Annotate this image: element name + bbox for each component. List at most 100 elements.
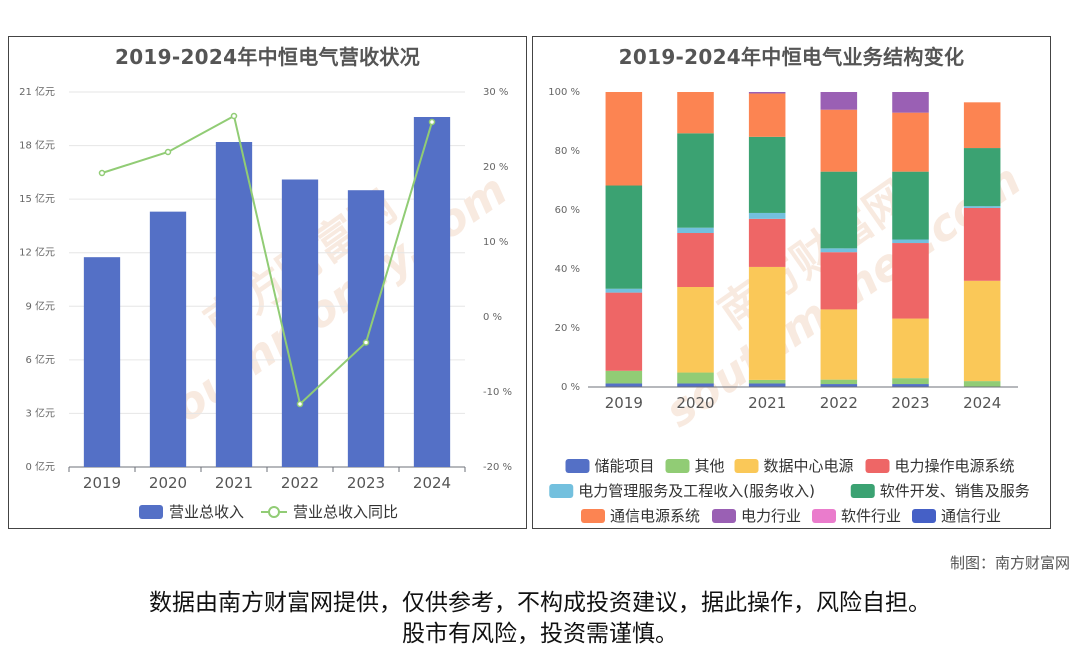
stack-segment [677,233,714,287]
stack-segment [605,370,643,384]
y-tick-label: 0 亿元 [25,460,55,473]
x-tick-label: 2024 [413,474,451,492]
y2-tick-label: 30 % [483,87,508,98]
y-tick-label: 18 亿元 [19,139,55,152]
y2-tick-label: -20 % [483,462,512,473]
legend-label: 通信电源系统 [610,507,700,525]
y2-tick-label: 10 % [483,237,508,248]
stack-segment [892,318,929,379]
stack-segment [677,372,714,384]
yoy-point [164,148,172,156]
stack-segment [677,286,714,373]
y-tick-label: 15 亿元 [19,192,55,205]
legend-label: 电力操作电源系统 [895,457,1015,475]
legend-swatch-revenue [139,505,163,519]
stack-segment [963,280,1001,382]
y2-tick-label: 20 % [483,162,508,173]
stack-segment [892,384,929,387]
x-tick-label: 2020 [149,474,187,492]
x-tick-label: 2022 [820,394,858,412]
stack-segment [820,384,858,387]
structure-chart-title: 2019-2024年中恒电气业务结构变化 [618,45,965,69]
legend-swatch [912,509,936,523]
stack-segment [748,136,786,213]
y-tick-label: 80 % [555,146,580,157]
stack-segment [892,378,929,385]
legend-label: 其他 [695,457,725,475]
stack-segment [677,227,714,234]
x-tick-label: 2023 [347,474,385,492]
y-tick-label: 3 亿元 [25,406,55,419]
legend-label: 电力行业 [741,507,801,525]
legend-swatch [712,509,736,523]
yoy-point [362,339,370,346]
y-tick-label: 21 亿元 [19,85,55,98]
stack-segment [820,248,858,253]
y-tick-label: 100 % [548,87,580,98]
yoy-point [428,118,436,126]
x-tick-label: 2019 [605,394,643,412]
yoy-point [230,112,238,120]
y-tick-label: 40 % [555,264,580,275]
stack-segment [820,171,858,249]
legend-label-revenue: 营业总收入 [169,503,244,521]
y-tick-label: 6 亿元 [25,353,55,366]
x-tick-label: 2021 [748,394,786,412]
stack-segment [677,133,714,228]
stack-segment [963,381,1001,387]
yoy-line [101,114,433,406]
stack-segment [892,92,929,113]
legend-swatch [665,459,690,473]
revenue-chart-title: 2019-2024年中恒电气营收状况 [114,45,421,69]
stack-segment [963,206,1001,208]
stack-segment [963,102,1001,149]
legend-swatch [734,459,759,473]
stack-segment [963,207,1001,281]
legend-swatch [581,509,605,523]
y2-tick-label: -10 % [483,387,512,398]
stack-segment [820,109,858,172]
legend-swatch [549,484,574,498]
x-tick-label: 2024 [963,394,1001,412]
x-tick-label: 2022 [281,474,319,492]
x-tick-label: 2020 [676,394,714,412]
stack-segment [605,185,643,289]
x-tick-label: 2019 [83,474,121,492]
stack-segment [605,92,643,186]
legend-label: 软件开发、销售及服务 [880,482,1030,500]
yoy-point [296,400,304,408]
stack-segment [892,171,929,240]
y-tick-label: 12 亿元 [19,246,55,259]
stack-segment [677,92,714,134]
legend-swatch [850,484,875,498]
revenue-bar [83,257,121,467]
yoy-point [98,169,106,177]
stack-segment [748,93,786,137]
stack-segment [748,266,786,380]
legend-swatch [865,459,890,473]
stack-segment [820,379,858,385]
stack-segment [892,239,929,244]
x-tick-label: 2023 [891,394,929,412]
stack-segment [963,148,1001,207]
stack-segment [892,112,929,172]
stack-segment [605,288,643,293]
revenue-chart-panel: 2019-2024年中恒电气营收状况 南方财富网southmoney.com0 … [8,36,527,529]
stack-segment [748,379,786,384]
y-tick-label: 60 % [555,205,580,216]
legend-label: 软件行业 [841,507,901,525]
stack-segment [820,309,858,380]
stack-segment [748,218,786,267]
legend-swatch-yoy-marker [268,506,280,518]
stack-segment [605,292,643,371]
y-tick-label: 9 亿元 [25,299,55,312]
legend-label: 储能项目 [595,457,655,475]
chart-credit: 制图：南方财富网 [949,554,1070,572]
x-tick-label: 2021 [215,474,253,492]
stack-segment [677,383,714,387]
legend-label-yoy: 营业总收入同比 [293,503,398,521]
stack-segment [820,92,858,110]
disclaimer-line-1: 数据由南方财富网提供，仅供参考，不构成投资建议，据此操作，风险自担。 [149,590,931,616]
stack-segment [748,92,786,94]
